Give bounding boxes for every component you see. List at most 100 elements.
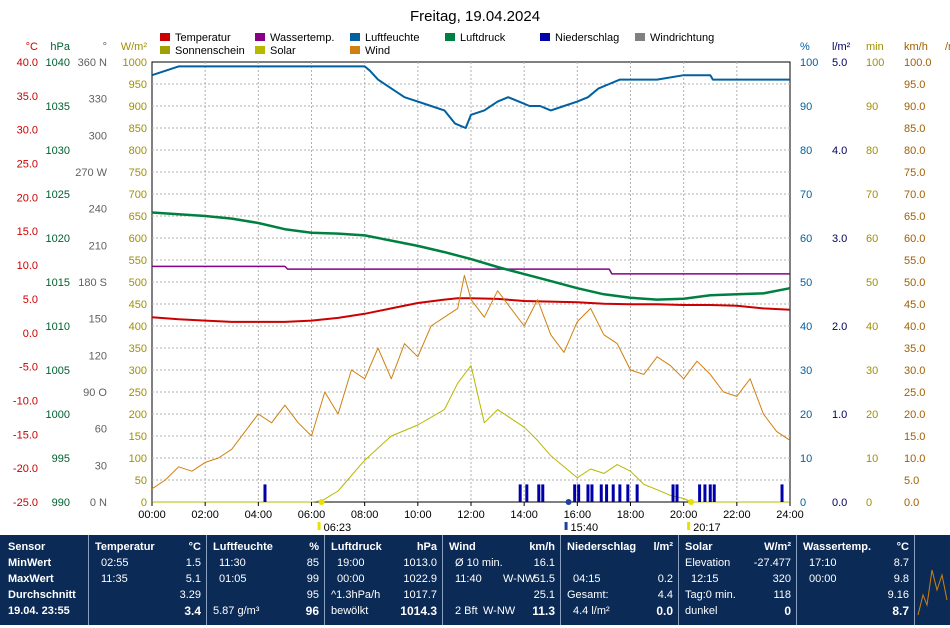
sensor-header: Sensor: [8, 541, 46, 553]
luftfeuchte-max-time: 01:05: [219, 573, 247, 585]
summary-temperatur: Temperatur °C 02:55 1.5 11:35 5.1 3.29 3.4: [88, 535, 207, 625]
niederschlag-header: Niederschlag: [567, 541, 637, 553]
x-tick-label: 06:00: [298, 509, 326, 521]
niederschlag-current-value: 0.0: [656, 604, 673, 618]
temperatur-current-value: 3.4: [184, 604, 201, 618]
axis-tick-label: 45.0: [904, 299, 925, 311]
wind-max-direction: W-NW: [503, 573, 536, 585]
wassertemp-unit: °C: [896, 541, 909, 553]
wind-max-time: 11:40: [455, 573, 482, 585]
x-marker-dot: [318, 499, 325, 505]
solar-unit: W/m²: [764, 541, 791, 553]
axis-tick-label: 35.0: [904, 343, 925, 355]
luftfeuchte-avg-value: 95: [306, 589, 319, 601]
temperatur-header: Temperatur: [95, 541, 155, 553]
legend-label: Solar: [270, 45, 296, 57]
luftdruck-unit: hPa: [416, 541, 437, 553]
wassertemp-min-time: 17:10: [809, 557, 837, 569]
axis-tick-label: 5.0: [832, 57, 847, 69]
legend-swatch: [540, 33, 550, 41]
solar-elevation-label: Elevation: [685, 557, 731, 569]
temperatur-min-value: 1.5: [185, 557, 201, 569]
legend-label: Luftfeuchte: [365, 32, 419, 44]
axis-tick-label: -10.0: [13, 395, 38, 407]
series-wind: [151, 274, 791, 490]
axis-tick-label: 0: [866, 497, 872, 509]
axis-tick-label: 4.0: [832, 145, 847, 157]
chart-title: Freitag, 19.04.2024: [410, 8, 540, 25]
axis-unit: min: [866, 41, 884, 53]
x-marker-bar: [564, 522, 568, 530]
axis-unit: l/m²: [832, 41, 851, 53]
luftfeuchte-current-value: 96: [305, 604, 319, 618]
precip-bar: [611, 484, 615, 502]
axes: °C 40.0 35.0 30.0 25.0 20.0 15.0 10.0 5.0 0.0 -5.0…: [13, 41, 950, 509]
luftdruck-trend: ^1.3hPa/h: [331, 589, 381, 601]
axis-tick-label: -5.0: [19, 362, 38, 374]
axis-tick-label: 60.0: [904, 233, 925, 245]
axis-tick-label: 300: [129, 365, 147, 377]
x-tick-label: 14:00: [510, 509, 538, 521]
axis-tick-label: 850: [129, 123, 147, 135]
precip-bar: [573, 484, 577, 502]
luftfeuchte-unit: %: [309, 541, 319, 553]
precip-bar: [708, 484, 712, 502]
x-axis: 00:00 02:00 04:00 06:00 08:00 10:00 12:00 14:00…: [138, 499, 804, 534]
wind-max-value: 51.5: [533, 573, 555, 585]
x-tick-label: 22:00: [723, 509, 751, 521]
x-tick-label: 16:00: [564, 509, 592, 521]
wassertemp-max-time: 00:00: [809, 573, 837, 585]
wassertemp-max-value: 9.8: [893, 573, 909, 585]
sensor-row-max: MaxWert: [8, 573, 54, 585]
axis-tick-label: 85.0: [904, 123, 925, 135]
mini-wind-line: [917, 569, 948, 616]
axis-tick-label: 100: [800, 57, 818, 69]
axis-tick-label: 90: [866, 101, 878, 113]
axis-tick-label: 350: [129, 343, 147, 355]
summary-wassertemp: Wassertemp. °C 17:10 8.7 00:00 9.8 9.16 8.7: [796, 535, 915, 625]
legend-swatch: [445, 33, 455, 41]
wassertemp-min-value: 8.7: [893, 557, 909, 569]
axis-tick-label: 1020: [46, 233, 70, 245]
luftdruck-max-value: 1022.9: [403, 573, 437, 585]
axis-tick-label: 20: [866, 409, 878, 421]
axis-tick-label: 90 O: [83, 387, 107, 399]
summary-panel: Sensor MinWert MaxWert Durchschnitt 19.0…: [0, 535, 950, 625]
luftdruck-header: Luftdruck: [331, 541, 382, 553]
axis-tick-label: 80.0: [904, 145, 925, 157]
axis-tick-label: 200: [129, 409, 147, 421]
grid: [151, 61, 791, 503]
wind-avg10-label: Ø 10 min.: [455, 557, 503, 569]
axis-tick-label: 50: [866, 277, 878, 289]
legend-swatch: [255, 33, 265, 41]
x-marker-label: 06:23: [324, 522, 352, 534]
axis-tick-label: 800: [129, 145, 147, 157]
solar-elevation-value: -27.477: [753, 557, 791, 569]
solar-header: Solar: [685, 541, 713, 553]
axis-tick-label: 900: [129, 101, 147, 113]
summary-wind: Wind km/h Ø 10 min. 16.1 11:40 W-NW 51.5 25.…: [442, 535, 561, 625]
axis-tick-label: 1040: [46, 57, 70, 69]
axis-unit: hPa: [50, 41, 70, 53]
precip-bar: [577, 484, 581, 502]
axis-unit: °: [103, 41, 107, 53]
wind-header: Wind: [449, 541, 476, 553]
luftdruck-min-time: 19:00: [337, 557, 365, 569]
axis-tick-label: 20: [800, 409, 812, 421]
axis-tick-label: 50.0: [904, 277, 925, 289]
axis-tick-label: 300: [89, 130, 107, 142]
precip-bar: [605, 484, 609, 502]
axis-tick-label: 150: [129, 431, 147, 443]
wind-current-value: 11.3: [532, 604, 555, 618]
luftdruck-max-time: 00:00: [337, 573, 365, 585]
axis-tick-label: 5.0: [904, 475, 919, 487]
axis-tick-label: 10.0: [904, 453, 925, 465]
axis-tick-label: 1000: [123, 57, 147, 69]
axis-tick-label: 30: [866, 365, 878, 377]
axis-tick-label: 80: [866, 145, 878, 157]
x-marker-label: 15:40: [571, 522, 599, 534]
niederschlag-max-time: 04:15: [573, 573, 601, 585]
legend-swatch: [350, 46, 360, 54]
x-marker-dot: [688, 499, 695, 505]
wind-current-direction: W-NW: [483, 605, 516, 617]
